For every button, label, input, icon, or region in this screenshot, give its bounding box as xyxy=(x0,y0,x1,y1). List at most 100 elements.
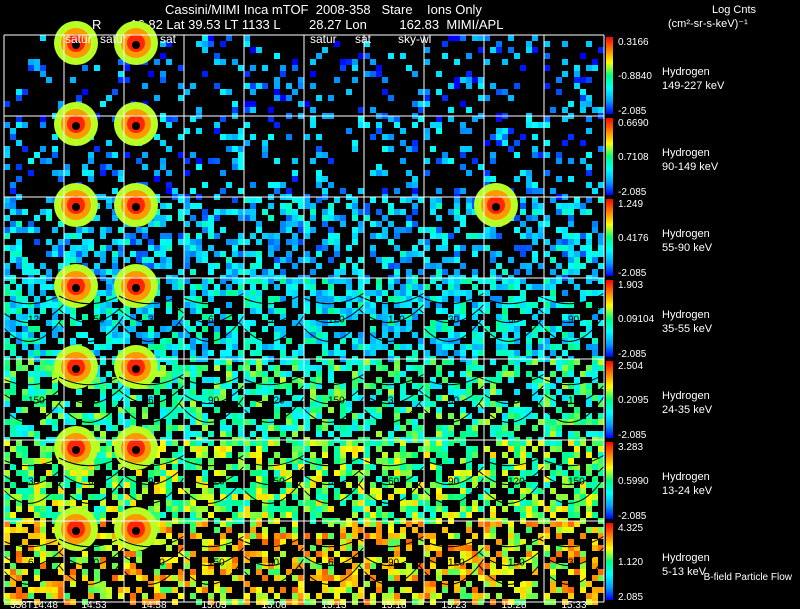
heatmap-pixel xyxy=(586,365,592,371)
heatmap-pixel xyxy=(136,257,142,263)
heatmap-pixel xyxy=(304,494,310,500)
heatmap-pixel xyxy=(46,446,52,452)
heatmap-pixel xyxy=(112,377,118,383)
heatmap-pixel xyxy=(364,302,370,308)
heatmap-pixel xyxy=(76,251,82,257)
heatmap-pixel xyxy=(190,350,196,356)
heatmap-pixel xyxy=(334,470,340,476)
heatmap-pixel xyxy=(568,545,574,551)
heatmap-pixel xyxy=(232,512,238,518)
heatmap-pixel xyxy=(526,551,532,557)
heatmap-pixel xyxy=(226,452,232,458)
heatmap-pixel xyxy=(586,101,592,107)
heatmap-pixel xyxy=(466,470,472,476)
heatmap-pixel xyxy=(172,350,178,356)
heatmap-pixel xyxy=(28,458,34,464)
heatmap-pixel xyxy=(412,569,418,575)
heatmap-pixel xyxy=(592,527,598,533)
heatmap-pixel xyxy=(208,494,214,500)
contour-line xyxy=(538,550,610,585)
heatmap-pixel xyxy=(244,533,250,539)
contour-line xyxy=(58,388,130,423)
heatmap-pixel xyxy=(346,407,352,413)
heatmap-pixel xyxy=(514,407,520,413)
heatmap-pixel xyxy=(556,176,562,182)
heatmap-pixel xyxy=(508,284,514,290)
heatmap-pixel xyxy=(592,338,598,344)
heatmap-pixel xyxy=(268,383,274,389)
heatmap-pixel xyxy=(406,197,412,203)
heatmap-pixel xyxy=(268,302,274,308)
heatmap-pixel xyxy=(352,359,358,365)
heatmap-pixel xyxy=(76,95,82,101)
heatmap-pixel xyxy=(388,350,394,356)
heatmap-pixel xyxy=(154,221,160,227)
heatmap-pixel xyxy=(220,290,226,296)
heatmap-pixel xyxy=(178,476,184,482)
heatmap-pixel xyxy=(586,302,592,308)
heatmap-pixel xyxy=(190,338,196,344)
heatmap-pixel xyxy=(268,215,274,221)
heatmap-pixel xyxy=(358,425,364,431)
heatmap-pixel xyxy=(70,77,76,83)
heatmap-pixel xyxy=(586,257,592,263)
heatmap-pixel xyxy=(562,383,568,389)
heatmap-pixel xyxy=(394,332,400,338)
heatmap-pixel xyxy=(436,551,442,557)
time-tick-label: 15:18 xyxy=(381,600,406,609)
heatmap-pixel xyxy=(286,413,292,419)
heatmap-pixel xyxy=(454,83,460,89)
heatmap-pixel xyxy=(394,575,400,581)
heatmap-pixel xyxy=(580,587,586,593)
heatmap-pixel xyxy=(208,458,214,464)
heatmap-pixel xyxy=(292,539,298,545)
heatmap-pixel xyxy=(472,365,478,371)
heatmap-pixel xyxy=(538,203,544,209)
heatmap-pixel xyxy=(16,500,22,506)
heatmap-pixel xyxy=(70,413,76,419)
heatmap-pixel xyxy=(580,320,586,326)
heatmap-pixel xyxy=(448,494,454,500)
heatmap-pixel xyxy=(190,413,196,419)
heatmap-pixel xyxy=(382,263,388,269)
heatmap-pixel xyxy=(166,296,172,302)
heatmap-pixel xyxy=(388,440,394,446)
saturn-marker xyxy=(492,203,500,211)
heatmap-pixel xyxy=(526,332,532,338)
heatmap-pixel xyxy=(538,263,544,269)
heatmap-pixel xyxy=(478,332,484,338)
heatmap-pixel xyxy=(568,551,574,557)
heatmap-pixel xyxy=(112,452,118,458)
heatmap-pixel xyxy=(340,263,346,269)
heatmap-pixel xyxy=(490,233,496,239)
heatmap-pixel xyxy=(406,251,412,257)
heatmap-pixel xyxy=(484,551,490,557)
heatmap-pixel xyxy=(418,521,424,527)
heatmap-pixel xyxy=(28,587,34,593)
heatmap-pixel xyxy=(292,233,298,239)
heatmap-pixel xyxy=(64,239,70,245)
heatmap-pixel xyxy=(238,134,244,140)
heatmap-pixel xyxy=(58,488,64,494)
heatmap-pixel xyxy=(580,296,586,302)
heatmap-pixel xyxy=(226,209,232,215)
colorbar xyxy=(606,37,613,114)
heatmap-pixel xyxy=(400,371,406,377)
heatmap-pixel xyxy=(370,413,376,419)
heatmap-pixel xyxy=(388,278,394,284)
contour-line xyxy=(478,388,550,423)
heatmap-pixel xyxy=(70,581,76,587)
heatmap-pixel xyxy=(148,263,154,269)
contour-set: 120 xyxy=(538,370,610,423)
overlay-label: sky-wl xyxy=(398,32,431,46)
heatmap-pixel xyxy=(100,533,106,539)
heatmap-pixel xyxy=(16,227,22,233)
heatmap-pixel xyxy=(22,425,28,431)
heatmap-pixel xyxy=(232,146,238,152)
heatmap-pixel xyxy=(526,482,532,488)
heatmap-pixel xyxy=(244,107,250,113)
heatmap-pixel xyxy=(40,278,46,284)
heatmap-pixel xyxy=(124,326,130,332)
heatmap-pixel xyxy=(106,284,112,290)
heatmap-pixel xyxy=(418,302,424,308)
